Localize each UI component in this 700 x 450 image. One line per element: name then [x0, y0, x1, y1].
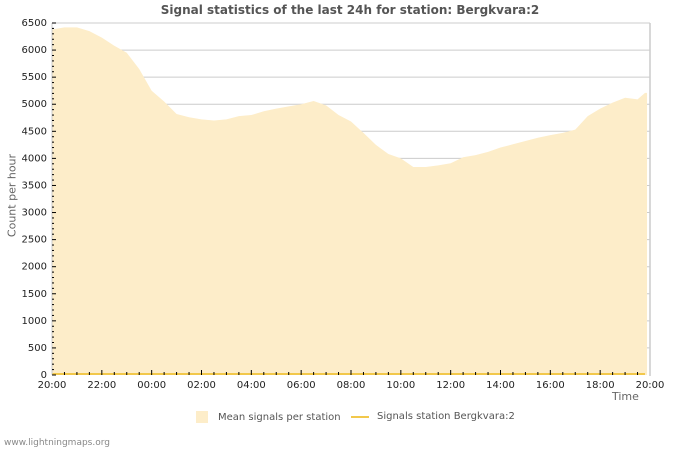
x-axis-ticks: 20:00 22:00 00:00 02:00 04:00 06:00 08:00 10:00… [38, 370, 665, 391]
x-axis-label: Time [612, 390, 639, 403]
y-tick-label: 2000 [22, 262, 47, 273]
y-tick-label: 5500 [22, 72, 47, 83]
x-tick-label: 06:00 [287, 380, 316, 391]
x-tick-label: 16:00 [536, 380, 565, 391]
y-tick-label: 1500 [22, 289, 47, 300]
y-axis-ticks: 0 500 1000 1500 2000 2500 3000 3500 4000 4500 5000… [22, 18, 56, 381]
y-tick-label: 3500 [22, 180, 47, 191]
legend-item-mean[interactable]: Mean signals per station [196, 411, 341, 423]
y-tick-label: 4000 [22, 153, 47, 164]
axes [51, 22, 651, 376]
chart-title: Signal statistics of the last 24h for st… [160, 3, 540, 17]
y-axis-label: Count per hour [5, 153, 19, 238]
x-tick-label: 00:00 [137, 380, 166, 391]
x-tick-label: 20:00 [636, 380, 665, 391]
x-tick-label: 10:00 [386, 380, 415, 391]
y-tick-label: 5000 [22, 99, 47, 110]
legend-item-station[interactable]: Signals station Bergkvara:2 [351, 411, 515, 422]
x-tick-label: 12:00 [436, 380, 465, 391]
y-tick-label: 500 [28, 343, 47, 354]
y-tick-label: 3000 [22, 208, 47, 219]
x-tick-label: 14:00 [486, 380, 515, 391]
x-tick-label: 04:00 [237, 380, 266, 391]
y-tick-label: 6000 [22, 45, 47, 56]
x-tick-label: 02:00 [187, 380, 216, 391]
y-tick-label: 6500 [22, 18, 47, 29]
x-tick-label: 18:00 [586, 380, 615, 391]
legend-label: Mean signals per station [218, 411, 341, 423]
y-tick-label: 2500 [22, 235, 47, 246]
y-tick-label: 4500 [22, 126, 47, 137]
legend-label: Signals station Bergkvara:2 [377, 411, 515, 422]
y-tick-label: 0 [41, 370, 47, 381]
x-tick-label: 22:00 [87, 380, 116, 391]
footer-link[interactable]: www.lightningmaps.org [4, 438, 110, 448]
mean-signals-area [52, 27, 648, 376]
area-swatch-icon [196, 411, 208, 423]
line-swatch-icon [351, 415, 369, 418]
x-tick-label: 08:00 [337, 380, 366, 391]
y-tick-label: 1000 [22, 316, 47, 327]
x-tick-label: 20:00 [38, 380, 67, 391]
